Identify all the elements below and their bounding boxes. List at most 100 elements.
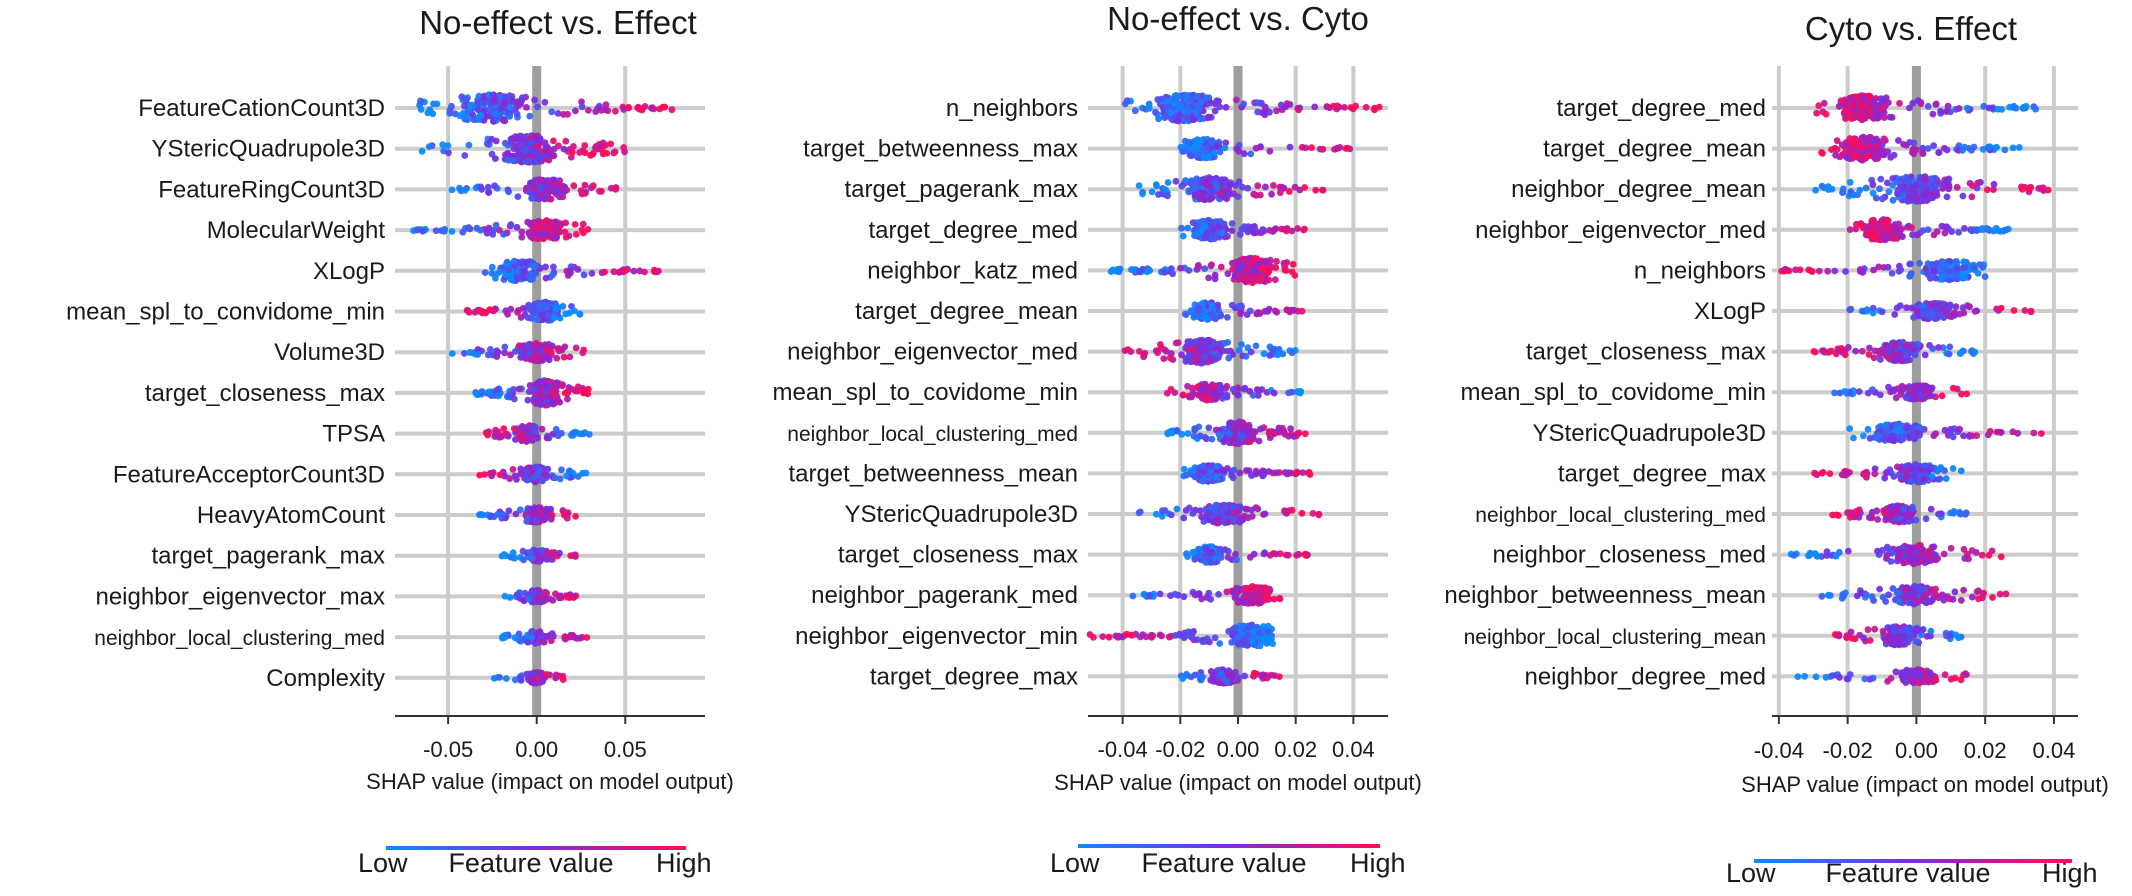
shap-point: [492, 387, 500, 395]
shap-point: [1193, 358, 1201, 365]
shap-point: [1283, 259, 1291, 266]
shap-point: [1287, 307, 1295, 314]
shap-point: [578, 103, 586, 111]
shap-point: [1273, 308, 1281, 316]
shap-point: [1211, 271, 1219, 279]
shap-point: [1114, 266, 1121, 273]
shap-point: [1282, 267, 1290, 274]
shap-point: [1289, 260, 1297, 268]
shap-point: [507, 276, 515, 284]
shap-point: [533, 316, 541, 324]
shap-point: [1172, 177, 1180, 185]
shap-point: [507, 305, 515, 313]
shap-point: [1888, 113, 1896, 121]
shap-point: [1285, 469, 1292, 477]
shap-point: [1234, 633, 1242, 641]
shap-point: [1201, 234, 1209, 242]
shap-point: [1228, 227, 1236, 235]
shap-point: [1224, 270, 1232, 278]
shap-point: [1173, 505, 1181, 513]
shap-point: [620, 106, 628, 113]
shap-point: [1165, 633, 1173, 641]
shap-point: [1207, 596, 1215, 603]
shap-point: [492, 155, 499, 163]
x-tick-label: 0.02: [1274, 737, 1317, 762]
shap-point: [526, 112, 534, 120]
shap-point: [1234, 640, 1242, 647]
shap-point: [1226, 430, 1233, 437]
x-tick-label: 0.00: [515, 737, 558, 762]
shap-point: [1197, 507, 1204, 514]
shap-point: [581, 190, 589, 197]
shap-point: [477, 112, 485, 119]
feature-label: target_betweenness_max: [803, 136, 1078, 163]
shap-point: [511, 257, 518, 265]
shap-point: [1195, 103, 1203, 111]
shap-point: [1228, 301, 1236, 309]
shap-point: [581, 149, 589, 157]
shap-point: [496, 268, 503, 276]
shap-point: [1167, 265, 1175, 272]
shap-point: [532, 149, 540, 156]
shap-point: [1214, 345, 1222, 352]
shap-point: [1311, 103, 1319, 111]
x-axis-label: SHAP value (impact on model output): [1054, 770, 1422, 795]
shap-point: [641, 268, 648, 276]
shap-point: [1220, 467, 1228, 475]
feature-label: Volume3D: [274, 339, 385, 366]
shap-point: [1283, 227, 1290, 235]
shap-point: [668, 106, 676, 114]
shap-point: [1261, 103, 1269, 111]
shap-point: [1203, 509, 1211, 517]
shap-point: [1218, 669, 1225, 677]
shap-point: [1139, 631, 1147, 639]
shap-point: [1189, 346, 1197, 353]
shap-point: [531, 220, 538, 228]
shap-point: [1272, 550, 1280, 558]
shap-point: [524, 396, 532, 404]
shap-point: [492, 221, 500, 229]
shap-point: [532, 270, 540, 277]
shap-point: [1208, 549, 1216, 556]
shap-point: [504, 432, 512, 440]
shap-point: [512, 135, 520, 143]
shap-point: [1205, 387, 1213, 394]
shap-point: [485, 189, 493, 197]
shap-point: [1206, 396, 1214, 403]
shap-point: [1287, 425, 1294, 433]
shap-point: [1264, 594, 1272, 601]
shap-point: [528, 555, 536, 562]
shap-point: [505, 266, 513, 273]
shap-point: [1183, 670, 1191, 678]
shap-point: [463, 306, 471, 314]
feature-label: Complexity: [266, 665, 385, 692]
shap-point: [549, 271, 557, 279]
shap-point: [1205, 153, 1212, 161]
shap-point: [1224, 314, 1231, 321]
shap-point: [515, 385, 523, 393]
panel-title: No-effect vs. Effect: [419, 4, 697, 41]
shap-point: [1099, 633, 1107, 640]
feature-label: target_closeness_max: [145, 380, 385, 407]
shap-point: [531, 428, 539, 436]
shap-point: [1270, 182, 1277, 189]
shap-point: [530, 386, 538, 394]
shap-point: [1158, 632, 1165, 640]
feature-label: neighbor_eigenvector_min: [795, 623, 1078, 650]
shap-point: [523, 104, 530, 111]
shap-point: [1249, 271, 1257, 279]
shap-point: [510, 425, 518, 433]
shap-point: [518, 233, 526, 241]
shap-point: [1190, 467, 1197, 475]
shap-point: [1258, 673, 1266, 680]
shap-point: [1234, 193, 1242, 201]
feature-label: target_degree_mean: [855, 298, 1078, 325]
shap-point: [589, 182, 597, 190]
shap-point: [550, 152, 558, 160]
shap-point: [1238, 341, 1245, 348]
shap-point: [1268, 190, 1275, 198]
shap-point: [1309, 510, 1317, 517]
shap-point: [526, 549, 534, 556]
shap-point: [527, 179, 535, 187]
shap-point: [512, 436, 519, 443]
